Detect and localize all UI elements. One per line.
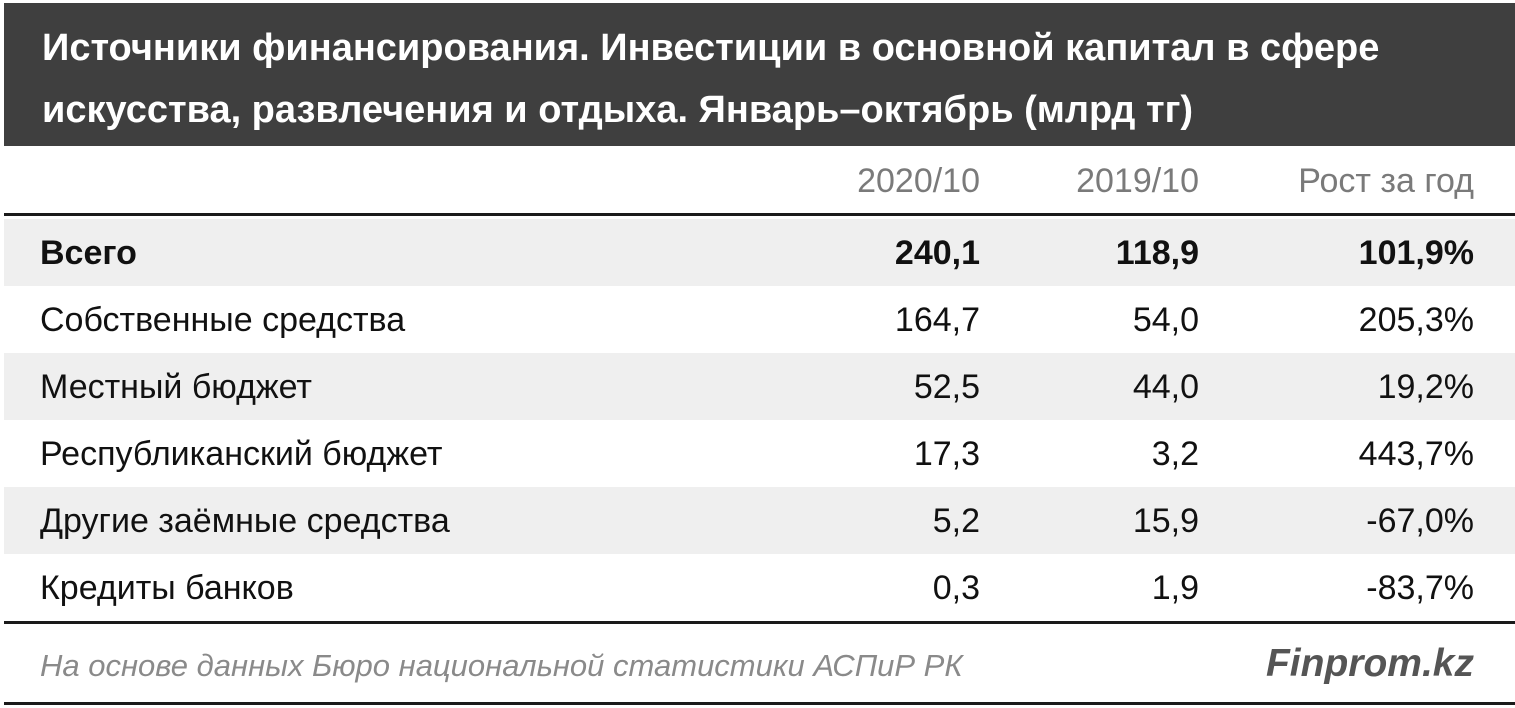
row-label: Республиканский бюджет bbox=[40, 435, 443, 473]
cell-2020: 0,3 bbox=[932, 569, 980, 607]
row-label: Всего bbox=[40, 234, 137, 272]
cell-2019: 118,9 bbox=[1115, 234, 1199, 272]
cell-2019: 44,0 bbox=[1132, 368, 1199, 406]
cell-2020: 52,5 bbox=[913, 368, 980, 406]
table-row: Собственные средства 164,7 54,0 205,3% bbox=[4, 286, 1515, 353]
cell-2020: 17,3 bbox=[913, 435, 980, 473]
footer: На основе данных Бюро национальной стати… bbox=[4, 621, 1515, 705]
source-note: На основе данных Бюро национальной стати… bbox=[40, 648, 963, 683]
row-label: Другие заёмные средства bbox=[40, 502, 450, 540]
cell-growth: -83,7% bbox=[1366, 569, 1474, 607]
table-row: Республиканский бюджет 17,3 3,2 443,7% bbox=[4, 420, 1515, 487]
column-header-growth: Рост за год bbox=[1298, 162, 1474, 200]
cell-growth: -67,0% bbox=[1366, 502, 1474, 540]
cell-2019: 15,9 bbox=[1132, 502, 1199, 540]
cell-growth: 205,3% bbox=[1358, 301, 1474, 339]
cell-growth: 19,2% bbox=[1377, 368, 1474, 406]
chart-title: Источники финансирования. Инвестиции в о… bbox=[4, 3, 1515, 146]
cell-growth: 101,9% bbox=[1358, 234, 1474, 272]
cell-2019: 54,0 bbox=[1132, 301, 1199, 339]
cell-2019: 1,9 bbox=[1151, 569, 1199, 607]
table-row: Другие заёмные средства 5,2 15,9 -67,0% bbox=[4, 487, 1515, 554]
brand-logo: Finprom.kz bbox=[1265, 642, 1474, 685]
cell-2020: 5,2 bbox=[932, 502, 980, 540]
row-label: Кредиты банков bbox=[40, 569, 294, 607]
column-header-2019: 2019/10 bbox=[1076, 162, 1199, 200]
row-label: Собственные средства bbox=[40, 301, 406, 339]
cell-2020: 164,7 bbox=[894, 301, 980, 339]
row-label: Местный бюджет bbox=[40, 368, 312, 406]
table-row: Кредиты банков 0,3 1,9 -83,7% bbox=[4, 554, 1515, 621]
table-row: Местный бюджет 52,5 44,0 19,2% bbox=[4, 353, 1515, 420]
table-row: Всего 240,1 118,9 101,9% bbox=[4, 219, 1515, 286]
cell-2019: 3,2 bbox=[1151, 435, 1199, 473]
cell-growth: 443,7% bbox=[1358, 435, 1474, 473]
cell-2020: 240,1 bbox=[894, 234, 980, 272]
column-header-2020: 2020/10 bbox=[857, 162, 980, 200]
column-header-row: 2020/10 2019/10 Рост за год bbox=[4, 146, 1515, 216]
